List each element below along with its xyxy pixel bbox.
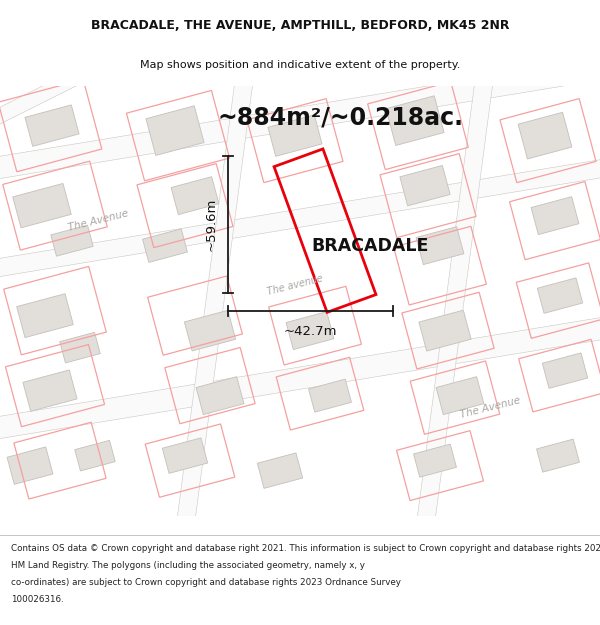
Polygon shape — [163, 438, 208, 473]
Polygon shape — [75, 441, 115, 471]
Polygon shape — [23, 370, 77, 411]
Polygon shape — [286, 312, 334, 349]
Polygon shape — [400, 166, 450, 206]
Polygon shape — [257, 453, 302, 488]
Text: BRACADALE: BRACADALE — [311, 237, 428, 254]
Polygon shape — [268, 115, 322, 156]
Polygon shape — [308, 379, 352, 412]
Polygon shape — [143, 229, 187, 262]
Polygon shape — [25, 105, 79, 146]
Text: HM Land Registry. The polygons (including the associated geometry, namely x, y: HM Land Registry. The polygons (includin… — [11, 561, 365, 570]
Polygon shape — [0, 152, 600, 284]
Polygon shape — [0, 29, 163, 132]
Polygon shape — [17, 294, 73, 338]
Polygon shape — [13, 184, 71, 228]
Text: ~42.7m: ~42.7m — [284, 324, 337, 338]
Text: The avenue: The avenue — [266, 274, 324, 298]
Polygon shape — [386, 96, 444, 146]
Polygon shape — [184, 311, 236, 351]
Polygon shape — [51, 225, 93, 256]
Polygon shape — [413, 444, 457, 477]
Polygon shape — [7, 447, 53, 484]
Polygon shape — [60, 332, 100, 363]
Polygon shape — [0, 310, 600, 446]
Polygon shape — [436, 377, 484, 414]
Polygon shape — [171, 177, 219, 214]
Polygon shape — [416, 227, 464, 264]
Polygon shape — [0, 50, 600, 186]
Text: 100026316.: 100026316. — [11, 595, 64, 604]
Text: Contains OS data © Crown copyright and database right 2021. This information is : Contains OS data © Crown copyright and d… — [11, 544, 600, 552]
Polygon shape — [538, 278, 583, 313]
Polygon shape — [411, 34, 499, 567]
Text: The Avenue: The Avenue — [459, 395, 521, 420]
Text: The Avenue: The Avenue — [67, 208, 129, 233]
Text: Map shows position and indicative extent of the property.: Map shows position and indicative extent… — [140, 60, 460, 70]
Polygon shape — [518, 112, 572, 159]
Polygon shape — [542, 353, 587, 388]
Polygon shape — [536, 439, 580, 472]
Polygon shape — [171, 34, 259, 567]
Text: ~884m²/~0.218ac.: ~884m²/~0.218ac. — [217, 106, 463, 129]
Polygon shape — [531, 197, 579, 234]
Polygon shape — [196, 377, 244, 414]
Text: BRACADALE, THE AVENUE, AMPTHILL, BEDFORD, MK45 2NR: BRACADALE, THE AVENUE, AMPTHILL, BEDFORD… — [91, 19, 509, 32]
Text: co-ordinates) are subject to Crown copyright and database rights 2023 Ordnance S: co-ordinates) are subject to Crown copyr… — [11, 578, 401, 587]
Polygon shape — [146, 106, 204, 156]
Text: ~59.6m: ~59.6m — [205, 198, 218, 251]
Polygon shape — [419, 310, 471, 351]
